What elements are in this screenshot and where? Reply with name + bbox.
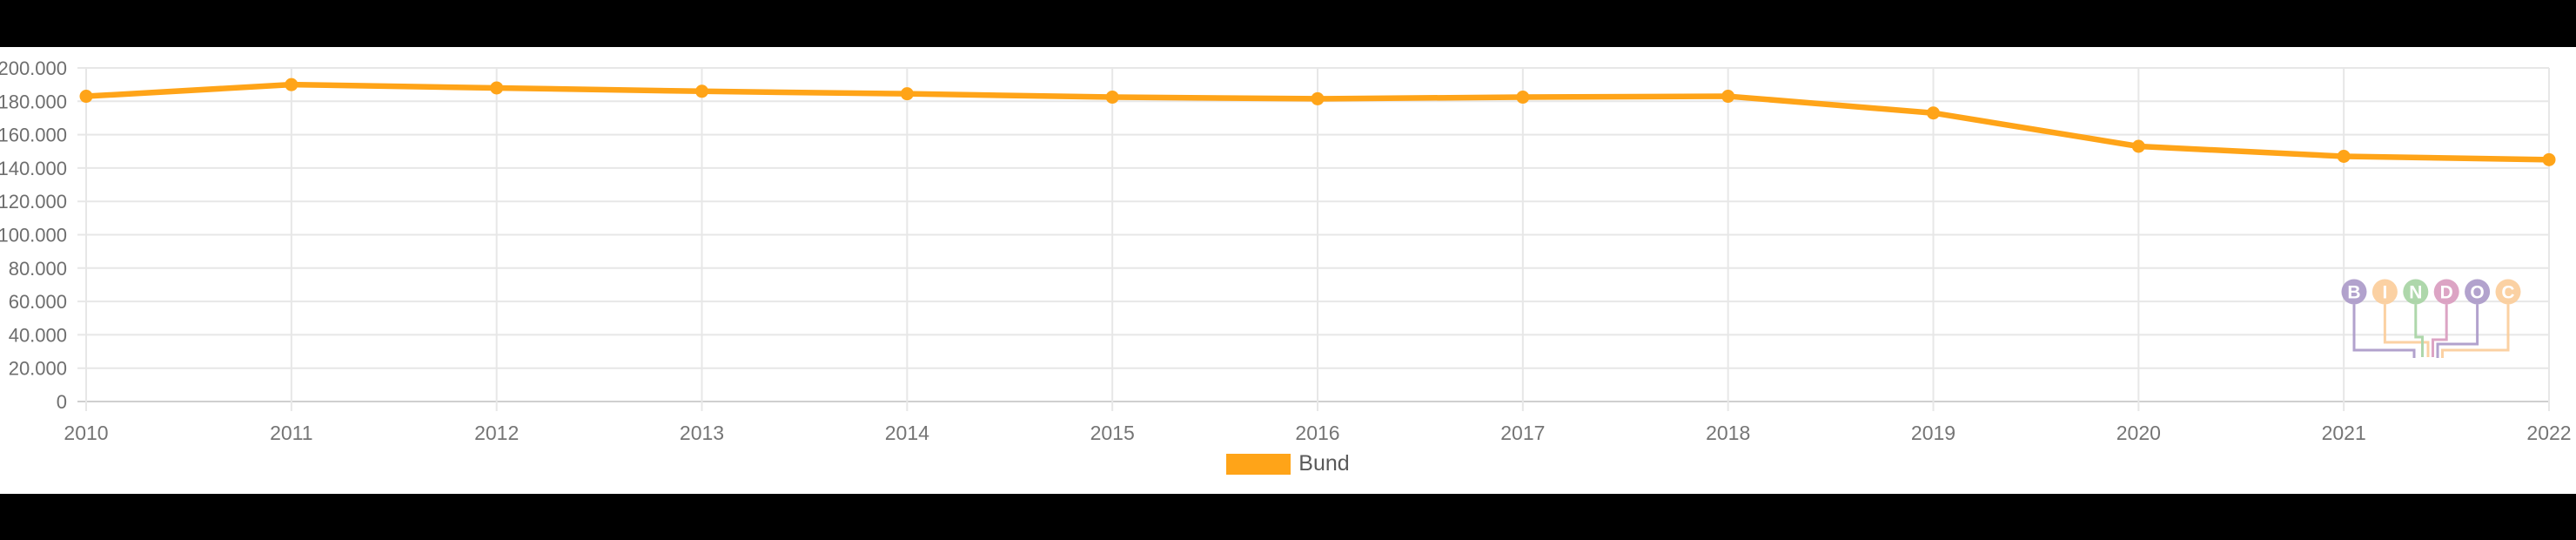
x-axis-tick-label: 2011 (270, 422, 312, 444)
watermark-connector-line (2414, 304, 2424, 357)
watermark-connector-line (2352, 304, 2416, 358)
watermark-letter-circle (2465, 279, 2491, 305)
y-axis-tick-label: 200.000 (0, 57, 67, 79)
data-point-2018[interactable] (1721, 90, 1735, 104)
legend-label: Bund (1298, 451, 1350, 476)
chart-canvas[interactable]: 200.000 180.000 160.000 140.000 120.000 100.0… (0, 47, 2576, 494)
y-axis-tick-label: 100.000 (0, 225, 67, 246)
x-axis-tick-label: 2020 (2116, 422, 2161, 444)
x-axis-tick-label: 2018 (1706, 422, 1750, 444)
data-point-2021[interactable] (2337, 149, 2351, 163)
x-axis-tick-label: 2013 (680, 422, 724, 444)
watermark-letter-circle (2341, 279, 2367, 305)
y-axis-tick-label: 160.000 (0, 125, 67, 146)
x-axis-tick-label: 2021 (2322, 422, 2366, 444)
watermark-letter-circle (2403, 279, 2429, 305)
watermark-letter: I (2382, 283, 2387, 303)
watermark-letter: D (2440, 283, 2453, 303)
watermark-connector-line (2432, 304, 2448, 357)
watermark-letter: N (2409, 283, 2422, 303)
x-axis-tick-label: 2016 (1295, 422, 1339, 444)
data-point-2012[interactable] (490, 81, 504, 95)
x-axis-tick-label: 2015 (1090, 422, 1135, 444)
y-axis-tick-label: 60.000 (9, 291, 67, 313)
data-point-2022[interactable] (2542, 152, 2556, 166)
watermark-letter-circle (2371, 279, 2398, 305)
y-axis-tick-label: 20.000 (9, 358, 67, 380)
line-chart-card: 200.000 180.000 160.000 140.000 120.000 100.0… (0, 47, 2576, 494)
data-point-2010[interactable] (79, 90, 93, 104)
legend-swatch-bund (1226, 453, 1291, 475)
y-axis-tick-label: 40.000 (9, 324, 67, 346)
watermark-letter: C (2501, 283, 2514, 303)
y-axis-tick-label: 140.000 (0, 158, 67, 179)
watermark-connector-line (2383, 304, 2430, 357)
watermark-letter-circle (2495, 279, 2521, 305)
data-point-2013[interactable] (695, 84, 708, 98)
y-axis-tick-label: 120.000 (0, 191, 67, 213)
y-axis-tick-label: 0 (57, 391, 67, 413)
y-axis-tick-label: 80.000 (9, 258, 67, 280)
chart-legend: Bund (0, 453, 2576, 475)
x-axis-tick-label: 2010 (64, 422, 108, 444)
x-axis-tick-label: 2022 (2526, 422, 2571, 444)
watermark-connector-line (2441, 304, 2510, 358)
watermark-connector-line (2436, 304, 2479, 358)
watermark-letter-circle (2433, 279, 2459, 305)
data-point-2016[interactable] (1311, 91, 1325, 105)
watermark-letter: B (2347, 283, 2360, 303)
data-point-2011[interactable] (285, 78, 299, 91)
data-point-2017[interactable] (1516, 91, 1530, 105)
x-axis-tick-label: 2019 (1911, 422, 1955, 444)
x-axis-tick-label: 2012 (474, 422, 519, 444)
data-point-2020[interactable] (2131, 139, 2145, 153)
data-point-2015[interactable] (1105, 91, 1119, 105)
y-axis-tick-label: 180.000 (0, 91, 67, 112)
data-point-2019[interactable] (1927, 106, 1940, 120)
x-axis-tick-label: 2014 (885, 422, 929, 444)
x-axis-tick-label: 2017 (1500, 422, 1545, 444)
watermark-letter: O (2470, 283, 2484, 303)
data-point-2014[interactable] (900, 87, 914, 101)
